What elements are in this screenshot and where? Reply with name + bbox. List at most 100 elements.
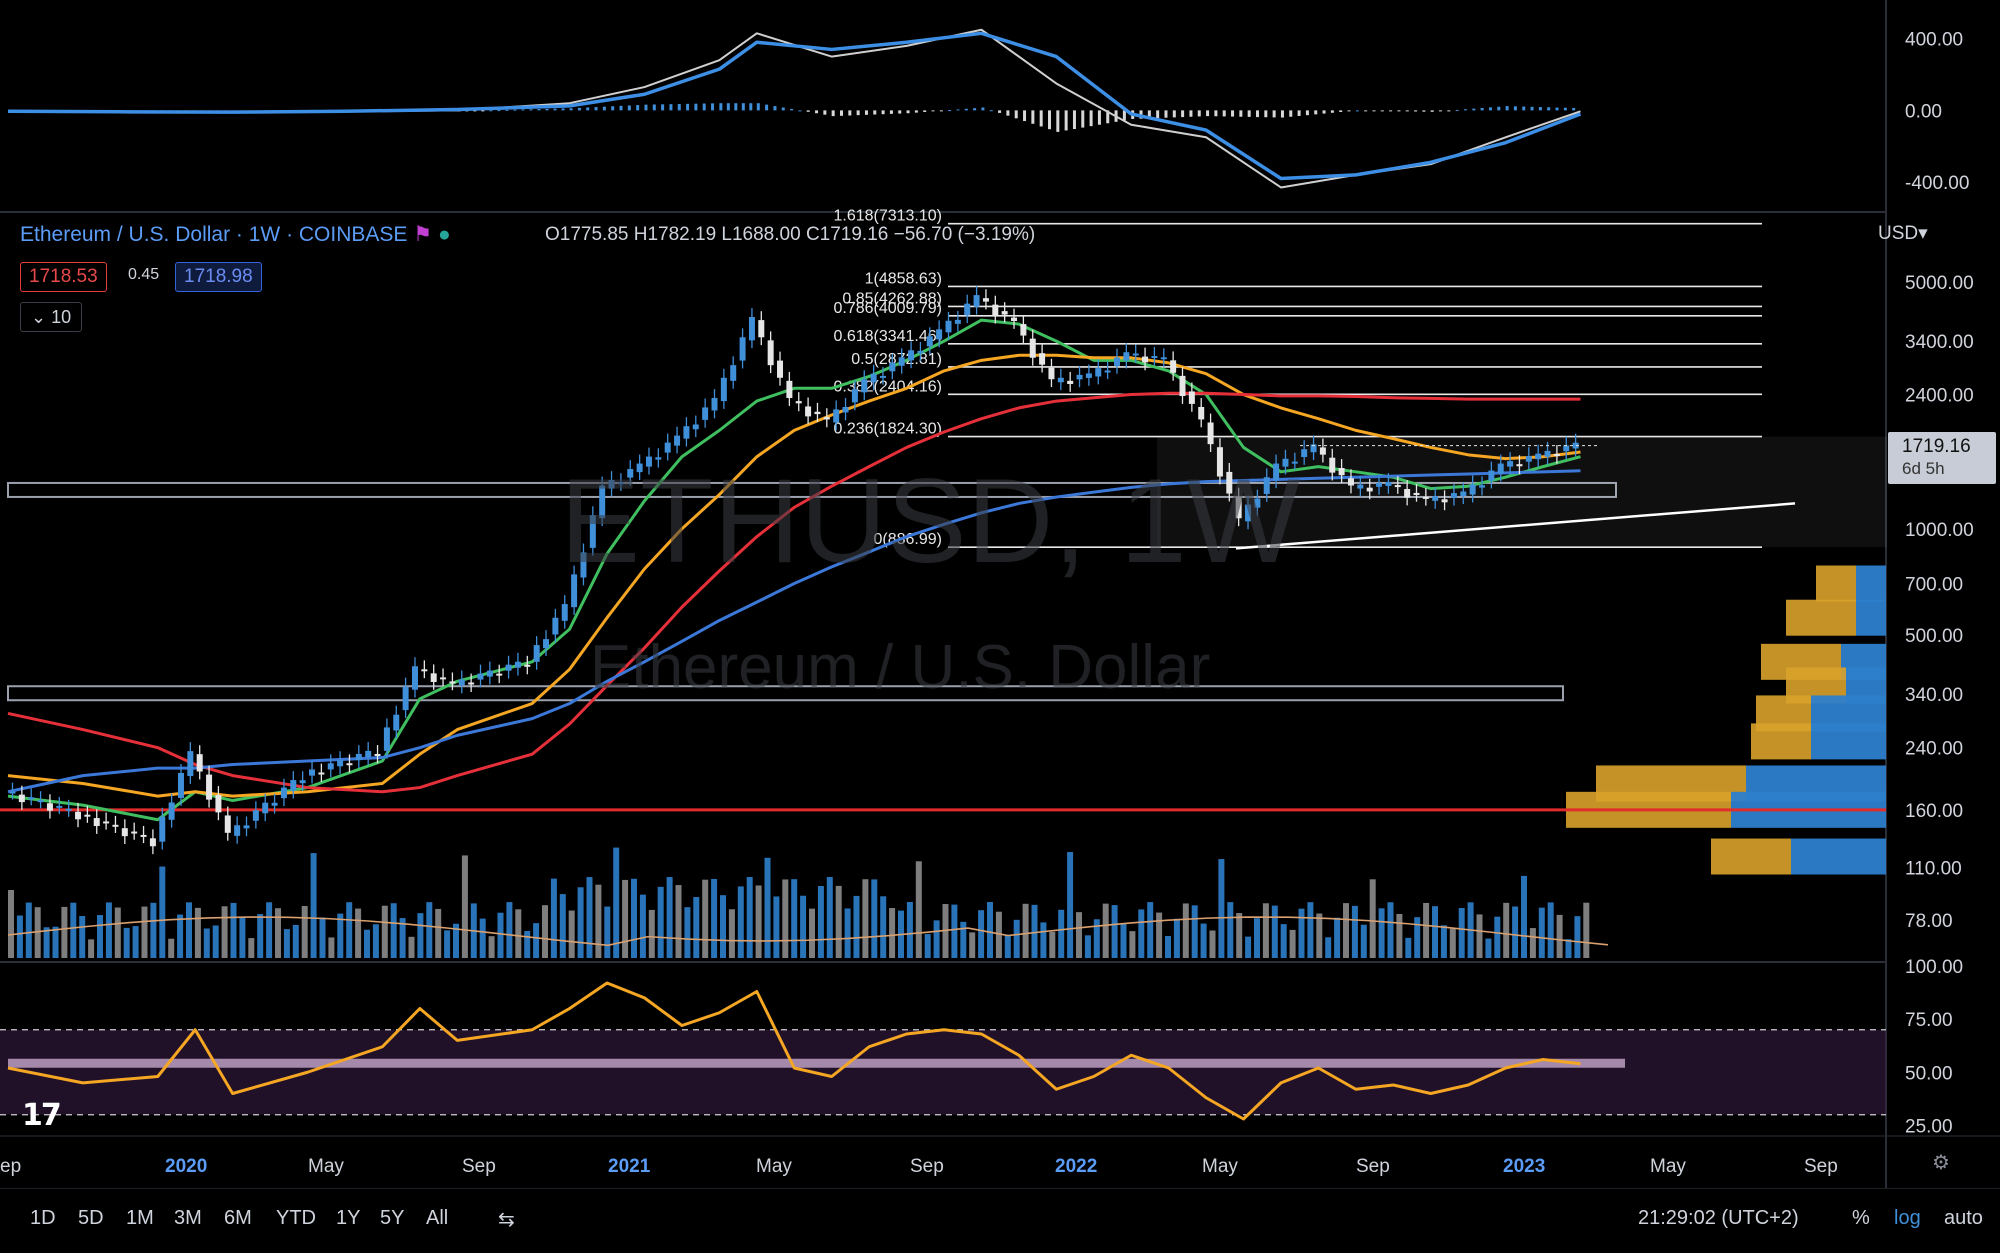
tradingview-logo[interactable]: 17 (22, 1098, 62, 1133)
volume-bar (1076, 912, 1082, 958)
macd-histogram-bar (989, 110, 993, 112)
candle-body (777, 360, 784, 378)
timeframe-ytd[interactable]: YTD (276, 1207, 316, 1229)
symbol-title[interactable]: Ethereum / U.S. Dollar · 1W · COINBASE ⚑… (20, 222, 451, 247)
volume-bar (1049, 931, 1056, 958)
indicator-collapse-button[interactable]: ⌄ 10 (20, 302, 83, 332)
volume-bar (1369, 879, 1376, 958)
macd-histogram-bar (561, 108, 565, 111)
timeframe-3m[interactable]: 3M (174, 1207, 202, 1229)
timeframe-1m[interactable]: 1M (126, 1207, 154, 1229)
macd-histogram-bar (1156, 110, 1160, 119)
candle-body (65, 808, 72, 811)
candle-body (421, 669, 428, 672)
fib-level-label: 0.85(4262.88) (842, 290, 942, 307)
log-toggle[interactable]: log (1894, 1207, 1921, 1229)
candle-body (823, 417, 830, 420)
candle-body (1347, 478, 1354, 486)
candle-body (1301, 449, 1308, 458)
candle-body (355, 753, 362, 761)
watermark-name: Ethereum / U.S. Dollar (590, 633, 1211, 702)
macd-histogram-bar (1422, 110, 1426, 112)
candle-body (393, 714, 400, 731)
macd-histogram-bar (1089, 110, 1093, 127)
candle-body (440, 677, 447, 680)
volume-bar (1067, 852, 1074, 958)
timeframe-1d[interactable]: 1D (30, 1207, 56, 1229)
candle-body (1039, 353, 1046, 365)
macd-histogram-bar (611, 106, 615, 111)
volume-bar (613, 847, 620, 958)
volume-bar (123, 927, 130, 958)
timeframe-5d[interactable]: 5D (78, 1207, 104, 1229)
candle-body (664, 442, 671, 453)
candle-body (9, 791, 16, 794)
compare-ranges-icon[interactable]: ⇆ (498, 1209, 515, 1231)
volume-bar (1512, 906, 1519, 958)
volume-bar (1209, 930, 1216, 958)
macd-histogram-bar (1397, 110, 1401, 112)
candle-body (973, 295, 980, 307)
candle-body (1450, 493, 1457, 498)
watermark-ticker: ETHUSD, 1W (560, 454, 1301, 588)
sell-button[interactable]: 1718.53 (20, 262, 107, 292)
percent-toggle[interactable]: % (1852, 1207, 1870, 1229)
macd-histogram-bar (948, 110, 952, 112)
volume-bar (1254, 918, 1260, 958)
timeframe-1y[interactable]: 1Y (336, 1207, 361, 1229)
macd-histogram-bar (773, 106, 777, 111)
volume-bar (1262, 903, 1269, 958)
macd-histogram-bar (864, 110, 868, 115)
volume-bar (257, 914, 264, 958)
macd-histogram-bar (981, 107, 985, 111)
candle-body (842, 406, 849, 413)
macd-histogram-bar (702, 103, 706, 111)
macd-histogram-bar (1272, 110, 1276, 118)
candle-body (1469, 484, 1476, 495)
volume-bar (150, 902, 157, 958)
macd-histogram-bar (856, 110, 860, 116)
currency-selector[interactable]: USD▾ (1878, 222, 1928, 245)
volume-bar (1031, 904, 1038, 958)
volume-bar (631, 878, 637, 958)
auto-toggle[interactable]: auto (1944, 1207, 1983, 1229)
volume-bar (702, 879, 709, 958)
price-tick-label: 700.00 (1905, 574, 1963, 595)
clock[interactable]: 21:29:02 (UTC+2) (1638, 1207, 1799, 1229)
volume-bar (453, 923, 459, 958)
volume-bar (1280, 924, 1287, 958)
candle-body (1563, 445, 1570, 452)
moving-average-red (7, 391, 1581, 794)
macd-histogram-bar (1339, 110, 1343, 112)
macd-histogram-bar (1430, 110, 1434, 112)
settings-gear-icon[interactable]: ⚙ (1932, 1152, 1950, 1174)
volume-bar (159, 866, 166, 958)
candle-body (168, 802, 175, 820)
macd-histogram-bar (619, 105, 623, 111)
candle-body (599, 485, 606, 519)
candle-body (449, 681, 456, 684)
candle-body (617, 482, 624, 485)
volume-bar (720, 895, 726, 958)
macd-histogram-bar (505, 109, 509, 111)
macd-histogram-bar (1256, 110, 1259, 118)
time-tick-label: ep (0, 1156, 21, 1177)
macd-tick-label: -400.00 (1905, 173, 1969, 194)
volume-bar (132, 926, 139, 958)
timeframe-5y[interactable]: 5Y (380, 1207, 405, 1229)
volume-bar (435, 908, 442, 958)
macd-histogram-bar (726, 103, 730, 111)
volume-bar (577, 887, 584, 958)
candle-body (1338, 468, 1345, 476)
buy-button[interactable]: 1718.98 (175, 262, 262, 292)
volume-bar (639, 894, 646, 958)
macd-histogram-bar (1014, 110, 1018, 119)
macd-histogram-bar (1439, 110, 1443, 112)
timeframe-6m[interactable]: 6M (224, 1207, 252, 1229)
volume-bar (1156, 912, 1163, 958)
timeframe-all[interactable]: All (426, 1207, 449, 1229)
macd-histogram-bar (906, 110, 910, 114)
macd-histogram-bar (1563, 107, 1567, 111)
macd-histogram-bar (749, 103, 753, 111)
volume-bar (1423, 902, 1430, 958)
